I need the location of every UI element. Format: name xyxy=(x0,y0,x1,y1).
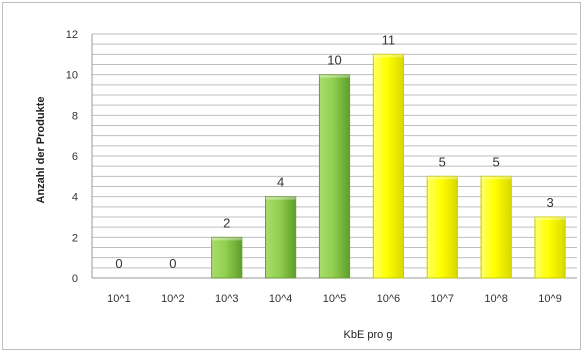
bar-highlight xyxy=(534,217,566,220)
y-tick-label: 0 xyxy=(72,273,78,285)
y-tick-label: 6 xyxy=(72,151,78,163)
y-tick-label: 2 xyxy=(72,232,78,244)
data-label: 0 xyxy=(115,256,122,271)
bar-highlight xyxy=(373,54,404,58)
x-tick-label: 10^6 xyxy=(377,293,401,305)
x-tick-label: 10^8 xyxy=(484,293,508,305)
data-label: 2 xyxy=(223,215,230,230)
bar xyxy=(426,175,458,279)
y-tick-label: 10 xyxy=(66,70,78,82)
bar xyxy=(534,216,566,279)
data-label: 10 xyxy=(327,53,341,68)
bar xyxy=(480,175,512,279)
data-label: 5 xyxy=(439,154,446,169)
y-tick-labels: 0 2 4 6 8 10 12 xyxy=(66,29,78,285)
bar xyxy=(372,53,404,279)
y-tick-label: 8 xyxy=(72,110,78,122)
bars xyxy=(211,53,566,279)
y-tick-label: 12 xyxy=(66,29,78,41)
x-tick-labels: 10^1 10^2 10^3 10^4 10^5 10^6 10^7 10^8 10^9 xyxy=(107,293,562,305)
data-labels: 0 0 2 4 10 11 5 5 3 xyxy=(115,32,553,271)
x-tick-label: 10^5 xyxy=(323,293,347,305)
data-label: 5 xyxy=(493,154,500,169)
x-tick-label: 10^3 xyxy=(215,293,239,305)
data-label: 11 xyxy=(382,32,396,47)
bar-highlight xyxy=(211,237,242,241)
bar-highlight xyxy=(481,176,512,180)
x-tick-label: 10^2 xyxy=(161,293,185,305)
bar xyxy=(265,196,297,279)
bar-highlight xyxy=(319,74,350,78)
data-label: 0 xyxy=(169,256,176,271)
data-label: 4 xyxy=(277,175,284,190)
bar-highlight xyxy=(427,176,458,180)
x-axis-title: KbE pro g xyxy=(344,329,393,341)
bar-highlight xyxy=(265,196,296,200)
data-label: 3 xyxy=(546,195,553,210)
bar xyxy=(318,74,351,279)
y-tick-label: 4 xyxy=(72,192,78,204)
x-tick-label: 10^9 xyxy=(538,293,562,305)
x-tick-label: 10^1 xyxy=(107,293,131,305)
x-tick-label: 10^4 xyxy=(269,293,293,305)
y-axis-title: Anzahl der Produkte xyxy=(35,97,47,204)
bar xyxy=(211,236,243,279)
x-tick-label: 10^7 xyxy=(431,293,455,305)
